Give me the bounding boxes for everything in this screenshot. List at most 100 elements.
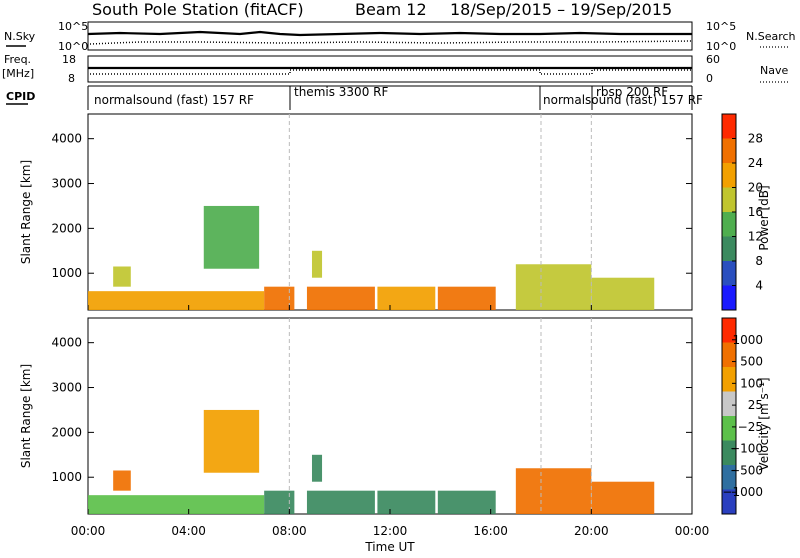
colorbar-tick-label: 1000 [732,333,763,347]
heatmap-cell [203,205,260,269]
nave-tick-bottom: 0 [706,72,713,85]
x-tick-label: 04:00 [171,524,206,538]
x-tick-label: 00:00 [675,524,710,538]
x-tick-label: 12:00 [373,524,408,538]
colorbar-swatch [722,465,736,490]
colorbar-tick-label: 12 [748,230,763,244]
nsearch-trace [89,40,693,45]
colorbar-swatch [722,138,736,163]
noise-tick-right-bottom: 10^0 [706,40,736,53]
y-tick-label: 2000 [51,425,82,439]
freq-panel: Freq. [MHz] Nave 18 8 60 0 [2,53,790,85]
colorbar-swatch [722,440,736,465]
heatmap-cell [437,490,496,514]
heatmap-cell [264,286,295,310]
heatmap-cell [88,291,265,310]
power-ylabel: Slant Range [km] [19,160,33,264]
colorbar-swatch [722,163,736,188]
colorbar-swatch [722,489,736,514]
colorbar-swatch [722,261,736,286]
power-panel: 1000 2000 3000 4000 Slant Range [km] 28 24 20… [19,113,771,311]
colorbar-swatch [722,416,736,441]
heatmap-cell [591,481,655,514]
y-tick-label: 3000 [51,177,82,191]
time-axis: 00:00 04:00 08:00 12:00 16:00 20:00 00:00 [71,305,710,538]
colorbar-tick-label: 24 [748,156,763,170]
velocity-panel: 1000 2000 3000 4000 Slant Range [km] 1000 50… [19,317,771,515]
heatmap-cell [113,470,131,491]
heatmap-cell [515,468,592,514]
nave-label: Nave [760,64,788,77]
colorbar-swatch [722,318,736,343]
colorbar-tick-label: 4 [755,279,763,293]
colorbar-swatch [722,236,736,261]
heatmap-cell [311,454,323,482]
time-axis-label: Time UT [364,540,415,554]
velocity-colorbar-label: Velocity [m s⁻¹] [757,377,771,470]
heatmap-cell [311,250,323,278]
cpid-label: CPID [6,90,35,103]
heatmap-cell [88,495,265,514]
nave-tick-top: 60 [706,53,720,66]
colorbar-swatch [722,342,736,367]
colorbar-swatch [722,187,736,212]
y-tick-label: 1000 [51,266,82,280]
heatmap-cell [306,286,375,310]
freq-unit-label: [MHz] [2,67,34,80]
x-tick-label: 00:00 [71,524,106,538]
cpid-row: CPID normalsound (fast) 157 RF themis 33… [6,85,703,110]
nsky-trace [87,30,692,37]
heatmap-cell [113,266,131,287]
y-tick-label: 3000 [51,381,82,395]
x-tick-label: 16:00 [473,524,508,538]
x-tick-label: 20:00 [574,524,609,538]
heatmap-cell [377,286,436,310]
freq-label: Freq. [4,53,31,66]
colorbar-tick-label: 16 [748,205,763,219]
colorbar-swatch [722,285,736,310]
heatmap-cell [437,286,496,310]
colorbar-swatch [722,391,736,416]
cpid-segment-3: normalsound (fast) 157 RF [543,93,703,107]
power-colorbar-label: Power [dB] [757,185,771,250]
y-tick-label: 2000 [51,221,82,235]
cpid-segment-2: themis 3300 RF [294,85,388,99]
cpid-segment-4: rbsp 200 RF [596,85,668,99]
velocity-ylabel: Slant Range [km] [19,364,33,468]
colorbar-tick-label: 20 [748,181,763,195]
station-title: South Pole Station (fitACF) [92,0,304,19]
nsearch-label: N.Search [746,30,796,43]
noise-tick-right-top: 10^5 [706,20,736,33]
y-tick-label: 1000 [51,470,82,484]
colorbar-tick-label: 25 [748,398,763,412]
nsky-label: N.Sky [4,30,36,43]
colorbar-tick-label: −500 [730,463,763,477]
colorbar-tick-label: −1000 [722,485,763,499]
heatmap-cell [306,490,375,514]
freq-tick-top: 18 [62,53,76,66]
noise-panel: N.Sky N.Search 10^5 10^0 10^5 10^0 [4,20,796,53]
freq-tick-bottom: 8 [68,72,75,85]
y-tick-label: 4000 [51,132,82,146]
x-tick-label: 08:00 [272,524,307,538]
heatmap-cell [264,490,295,514]
date-range: 18/Sep/2015 – 19/Sep/2015 [450,0,672,19]
heatmap-cell [203,409,260,473]
colorbar-swatch [722,114,736,139]
heatmap-cell [377,490,436,514]
colorbar-tick-label: 100 [740,376,763,390]
y-tick-label: 4000 [51,336,82,350]
beam-label: Beam 12 [355,0,427,19]
noise-tick-left-top: 10^5 [58,20,88,33]
colorbar-frame [721,317,737,515]
heatmap-cell [591,277,655,310]
nave-trace [90,69,692,75]
colorbar-tick-label: −100 [730,442,763,456]
colorbar-swatch [722,212,736,237]
colorbar-tick-label: 500 [740,355,763,369]
colorbar-tick-label: −25 [738,420,763,434]
heatmap-cell [515,264,592,310]
noise-tick-left-bottom: 10^0 [58,40,88,53]
colorbar-tick-label: 28 [748,132,763,146]
